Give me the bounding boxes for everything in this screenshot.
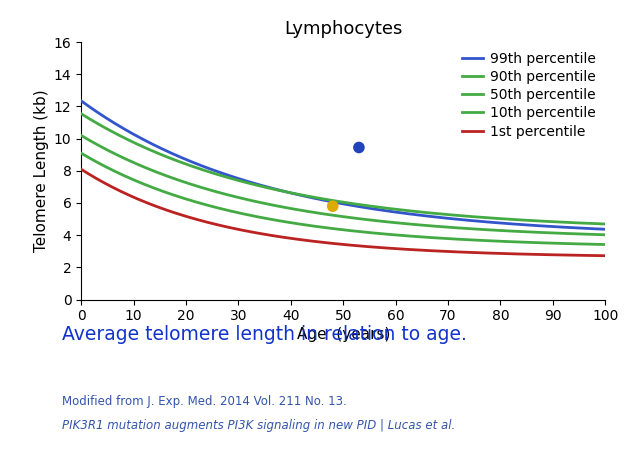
Title: Lymphocytes: Lymphocytes <box>284 20 402 38</box>
Legend: 99th percentile, 90th percentile, 50th percentile, 10th percentile, 1st percenti: 99th percentile, 90th percentile, 50th p… <box>456 46 601 144</box>
Point <box>328 203 338 210</box>
Y-axis label: Telomere Length (kb): Telomere Length (kb) <box>34 89 49 252</box>
Text: PIK3R1 mutation augments PI3K signaling in new PID | Lucas et al.: PIK3R1 mutation augments PI3K signaling … <box>62 419 456 432</box>
Text: Modified from J. Exp. Med. 2014 Vol. 211 No. 13.: Modified from J. Exp. Med. 2014 Vol. 211… <box>62 395 347 409</box>
X-axis label: Age  (years): Age (years) <box>296 328 390 343</box>
Point <box>354 144 364 151</box>
Text: Average telomere length in relation to age.: Average telomere length in relation to a… <box>62 325 467 344</box>
